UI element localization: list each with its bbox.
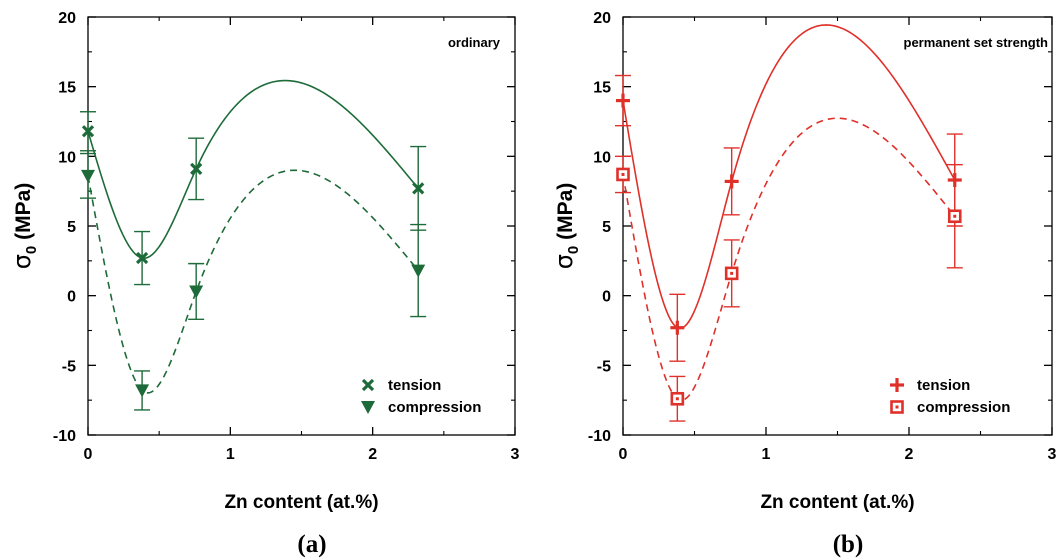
x-tick-label: 0 (84, 446, 93, 463)
data-point (411, 264, 426, 278)
y-tick-label: 0 (602, 289, 611, 306)
series-curve (622, 24, 956, 330)
legend-label: tension (917, 377, 970, 394)
y-axis-label-symbol: σ (8, 254, 36, 269)
y-axis-label-symbol: σ (550, 254, 578, 269)
panel-annotation: permanent set strength (904, 35, 1049, 50)
legend-entry-compression: compression (890, 399, 1010, 416)
plot-frame (622, 16, 1053, 436)
x-tick-label: 2 (905, 446, 914, 463)
axis-ticks: 0 1 2 3 -10 -5 0 5 10 15 20 (588, 10, 1057, 463)
data-point (135, 384, 150, 398)
y-tick-label: -10 (588, 428, 611, 445)
x-tick-label: 3 (511, 446, 520, 463)
marker-x-stroke (190, 162, 203, 176)
marker-square-dot (895, 405, 899, 409)
y-tick-label: 20 (593, 10, 611, 27)
y-tick-label: -5 (597, 358, 611, 375)
y-axis-label-unit: (MPa) (554, 183, 577, 246)
x-tick-label: 3 (1048, 446, 1057, 463)
marker-triangle (189, 285, 204, 299)
y-tick-label: 5 (67, 219, 76, 236)
y-axis-label-unit: (MPa) (12, 183, 35, 246)
y-tick-label: 15 (593, 80, 611, 97)
panel-label: (b) (833, 531, 864, 558)
legend-label: compression (917, 399, 1010, 416)
legend-entry-tension: tension (890, 377, 970, 394)
marker-x-stroke (135, 251, 149, 265)
legend-label: tension (388, 377, 441, 394)
series-curve (87, 169, 419, 394)
marker-triangle (361, 401, 375, 414)
x-tick-label: 2 (368, 446, 377, 463)
data-point (190, 162, 203, 176)
marker-square-dot (675, 397, 679, 401)
data-point (947, 209, 962, 224)
marker-x-stroke (81, 125, 95, 138)
marker-square-dot (621, 172, 625, 176)
data-point (724, 174, 739, 189)
data-point (81, 169, 95, 183)
y-tick-label: 0 (67, 289, 76, 306)
x-tick-label: 1 (762, 446, 771, 463)
marker-triangle (411, 264, 426, 278)
marker-triangle (135, 384, 150, 398)
data-point (616, 167, 630, 182)
y-tick-label: -5 (62, 358, 76, 375)
y-tick-label: 15 (58, 80, 76, 97)
chart-panel-a: 0 1 2 3 -10 -5 0 5 10 15 20 tension compression ordin… (8, 10, 520, 558)
marker-triangle (81, 169, 95, 183)
y-tick-label: 20 (58, 10, 76, 27)
y-axis-label: σ0 (MPa) (550, 183, 582, 270)
data-point (724, 266, 739, 281)
data-point (412, 182, 425, 195)
legend-label: compression (388, 399, 481, 416)
panel-label: (a) (297, 531, 326, 558)
data-point (670, 391, 685, 406)
chart-panel-b: 0 1 2 3 -10 -5 0 5 10 15 20 tension compression perma… (550, 10, 1057, 558)
data-point (81, 125, 95, 138)
x-axis-label: Zn content (at.%) (224, 492, 378, 513)
marker-square-dot (953, 214, 957, 218)
marker-x-stroke (361, 378, 375, 392)
x-axis-label: Zn content (at.%) (760, 492, 914, 513)
plot-frame (87, 16, 516, 436)
y-tick-label: 10 (58, 149, 76, 166)
y-axis-label-subscript: 0 (23, 246, 40, 254)
series-compression (615, 117, 963, 422)
y-tick-label: -10 (53, 428, 76, 445)
y-tick-label: 10 (593, 149, 611, 166)
data-point (616, 93, 630, 108)
axis-ticks: 0 1 2 3 -10 -5 0 5 10 15 20 (53, 10, 520, 463)
y-axis-label-subscript: 0 (565, 246, 582, 254)
y-tick-label: 5 (602, 219, 611, 236)
series-tension (615, 24, 963, 362)
x-tick-label: 0 (619, 446, 628, 463)
series-curve (622, 117, 956, 402)
legend-entry-compression: compression (361, 399, 481, 416)
data-point (135, 251, 149, 265)
panel-annotation: ordinary (448, 35, 501, 50)
data-point (189, 285, 204, 299)
marker-x-stroke (412, 182, 425, 195)
legend-entry-tension: tension (361, 377, 441, 394)
data-point (670, 320, 685, 335)
y-axis-label: σ0 (MPa) (8, 183, 40, 270)
series-compression (80, 152, 427, 411)
series-tension (80, 79, 427, 286)
x-tick-label: 1 (226, 446, 235, 463)
marker-square-dot (730, 271, 734, 275)
